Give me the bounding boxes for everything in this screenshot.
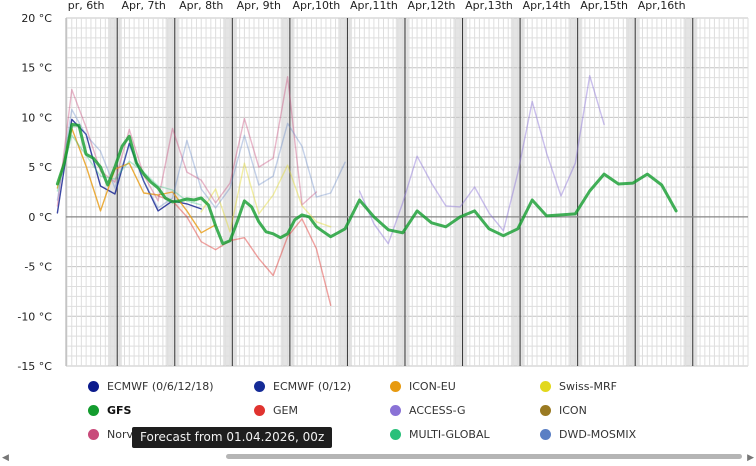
series-lines [55, 75, 678, 306]
legend-item-multi-global[interactable]: MULTI-GLOBAL [390, 428, 490, 441]
x-tick-label: Apr, 9th [237, 0, 281, 12]
x-tick-label: Apr,15th [580, 0, 628, 12]
series-line-icon-eu [56, 127, 217, 234]
legend-item-swiss-mrf[interactable]: Swiss-MRF [540, 380, 617, 393]
legend-dot-icon [390, 429, 401, 440]
legend-label: ICON [559, 404, 587, 417]
legend-label: ECMWF (0/12) [273, 380, 352, 393]
y-tick-label: 10 °C [21, 111, 52, 124]
y-tick-label: 5 °C [28, 161, 52, 174]
y-tick-label: -15 °C [17, 360, 52, 373]
series-line-gfs [55, 122, 678, 246]
chart-grid [65, 17, 749, 367]
series-line-access-g [358, 75, 605, 245]
legend-item-ecmwf-0-12[interactable]: ECMWF (0/12) [254, 380, 351, 393]
x-axis-labels: pr, 6th Apr, 7th Apr, 8th Apr, 9th Apr,10th A… [68, 0, 686, 12]
legend-label: Norv [107, 428, 133, 441]
series-line-dwd-mosmix [56, 108, 346, 209]
legend-dot-icon [88, 429, 99, 440]
legend-dot-icon [540, 405, 551, 416]
legend-item-gem[interactable]: GEM [254, 404, 298, 417]
legend-dot-icon [254, 381, 265, 392]
scrollbar-thumb[interactable] [226, 454, 742, 459]
legend-item-norv[interactable]: Norv [88, 428, 133, 441]
x-tick-label: Apr,11th [350, 0, 398, 12]
legend-dot-icon [540, 429, 551, 440]
x-tick-label: Apr, 7th [122, 0, 166, 12]
x-tick-label: Apr,13th [465, 0, 513, 12]
legend-dot-icon [254, 405, 265, 416]
legend-item-icon[interactable]: ICON [540, 404, 587, 417]
legend-label: Swiss-MRF [559, 380, 617, 393]
legend-label: ACCESS-G [409, 404, 466, 417]
series-line-multi-global [56, 134, 202, 206]
legend-label: ICON-EU [409, 380, 456, 393]
x-tick-label: pr, 6th [68, 0, 105, 12]
y-tick-label: -10 °C [17, 310, 52, 323]
y-tick-label: 20 °C [21, 12, 52, 25]
legend-dot-icon [88, 381, 99, 392]
legend-item-access-g[interactable]: ACCESS-G [390, 404, 466, 417]
legend-dot-icon [390, 381, 401, 392]
legend-item-dwd-mosmix[interactable]: DWD-MOSMIX [540, 428, 636, 441]
legend-label: GEM [273, 404, 298, 417]
x-tick-label: Apr,10th [292, 0, 340, 12]
y-tick-label: 0 °C [28, 211, 52, 224]
legend-label: GFS [107, 404, 132, 417]
y-tick-label: -5 °C [24, 261, 52, 274]
forecast-chart: 20 °C 15 °C 10 °C 5 °C 0 °C -5 °C -10 °C -15 °C… [17, 0, 749, 373]
scroll-left-icon[interactable]: ◀ [2, 452, 9, 462]
legend-dot-icon [390, 405, 401, 416]
legend-label: MULTI-GLOBAL [409, 428, 490, 441]
x-tick-label: Apr,16th [638, 0, 686, 12]
y-tick-label: 15 °C [21, 62, 52, 75]
legend-item-gfs[interactable]: GFS [88, 404, 131, 417]
x-tick-label: Apr,12th [408, 0, 456, 12]
series-line-swiss-mrf [200, 162, 332, 233]
y-axis-labels: 20 °C 15 °C 10 °C 5 °C 0 °C -5 °C -10 °C -15 °C [17, 12, 52, 373]
scroll-right-icon[interactable]: ▶ [747, 452, 754, 462]
legend-item-icon-eu[interactable]: ICON-EU [390, 380, 456, 393]
series-line-gem [157, 195, 332, 306]
legend-label: DWD-MOSMIX [559, 428, 637, 441]
legend-item-ecmwf-0-6-12-18[interactable]: ECMWF (0/6/12/18) [88, 380, 214, 393]
day-divider-lines [116, 18, 694, 366]
legend-dot-icon [88, 405, 99, 416]
x-tick-label: Apr,14th [523, 0, 571, 12]
legend-label: ECMWF (0/6/12/18) [107, 380, 214, 393]
x-tick-label: Apr, 8th [179, 0, 223, 12]
horizontal-scrollbar[interactable]: ◀ ▶ [0, 450, 756, 466]
forecast-tooltip: Forecast from 01.04.2026, 00z [132, 427, 333, 448]
legend-dot-icon [540, 381, 551, 392]
